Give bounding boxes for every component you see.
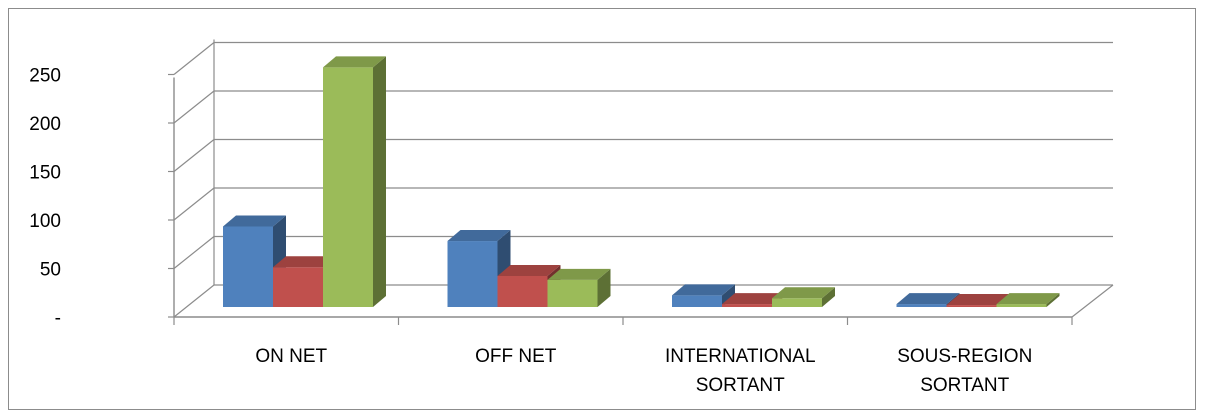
floor-edge xyxy=(1071,284,1114,318)
y-axis-tick-labels: - 50 100 150 200 250 xyxy=(29,66,61,330)
y-tick-label: 100 xyxy=(29,211,61,232)
bar-front-face xyxy=(323,67,373,307)
bar-front-face xyxy=(946,305,997,307)
side-wall-gridline xyxy=(173,284,215,318)
bar xyxy=(772,287,835,307)
bar-front-face xyxy=(547,279,598,307)
bar-side-face xyxy=(597,268,611,307)
bars xyxy=(223,56,1060,307)
side-wall-gridline xyxy=(173,139,215,172)
bar-front-face xyxy=(223,226,273,307)
bar xyxy=(547,268,611,307)
bar-top-face xyxy=(323,56,386,68)
bar-front-face xyxy=(273,267,323,307)
bar-front-face xyxy=(722,304,772,307)
bar-top-face xyxy=(946,294,1010,306)
bar-front-face xyxy=(772,298,822,307)
y-tick-label: 250 xyxy=(29,66,61,87)
x-tick-label: SORTANT xyxy=(696,375,785,396)
side-wall-gridline xyxy=(173,187,215,221)
x-tick-label: ON NET xyxy=(255,346,327,367)
x-tick-label: SOUS-REGION xyxy=(897,346,1032,367)
bar-front-face xyxy=(497,275,548,307)
bar-top-face xyxy=(996,293,1060,305)
axes xyxy=(168,73,1073,325)
side-wall-gridline xyxy=(173,236,215,269)
bar-front-face xyxy=(672,295,722,307)
y-tick-label: - xyxy=(55,308,61,329)
bar-top-face xyxy=(772,287,835,299)
bar-front-face xyxy=(896,304,947,307)
bar-top-face xyxy=(273,256,336,268)
bar-top-face xyxy=(497,264,561,276)
x-tick-label: OFF NET xyxy=(475,346,557,367)
y-tick-label: 50 xyxy=(40,260,61,281)
bar xyxy=(323,56,386,307)
side-wall-gridline xyxy=(173,90,215,124)
chart-frame xyxy=(8,8,1196,410)
bar-side-face xyxy=(1046,293,1060,307)
bar xyxy=(223,215,286,307)
bar xyxy=(447,230,511,307)
side-wall-gridline xyxy=(173,42,215,75)
bar-front-face xyxy=(996,304,1047,307)
bar-top-face xyxy=(722,293,785,305)
bar-side-face xyxy=(373,56,386,307)
x-axis-tick-labels: ON NET OFF NET INTERNATIONAL SORTANT SOUS-RE… xyxy=(255,346,1032,396)
bar-top-face xyxy=(672,284,735,296)
bar-side-face xyxy=(822,287,835,307)
bar-top-face xyxy=(896,293,960,305)
x-tick-label: SORTANT xyxy=(920,375,1009,396)
bar-top-face xyxy=(223,215,286,227)
y-tick-label: 150 xyxy=(29,163,61,184)
x-tick-label: INTERNATIONAL xyxy=(665,346,816,367)
bar-top-face xyxy=(447,230,511,242)
bar-front-face xyxy=(447,241,498,307)
bar-top-face xyxy=(547,268,611,280)
y-tick-label: 200 xyxy=(29,114,61,135)
bar xyxy=(996,293,1060,307)
